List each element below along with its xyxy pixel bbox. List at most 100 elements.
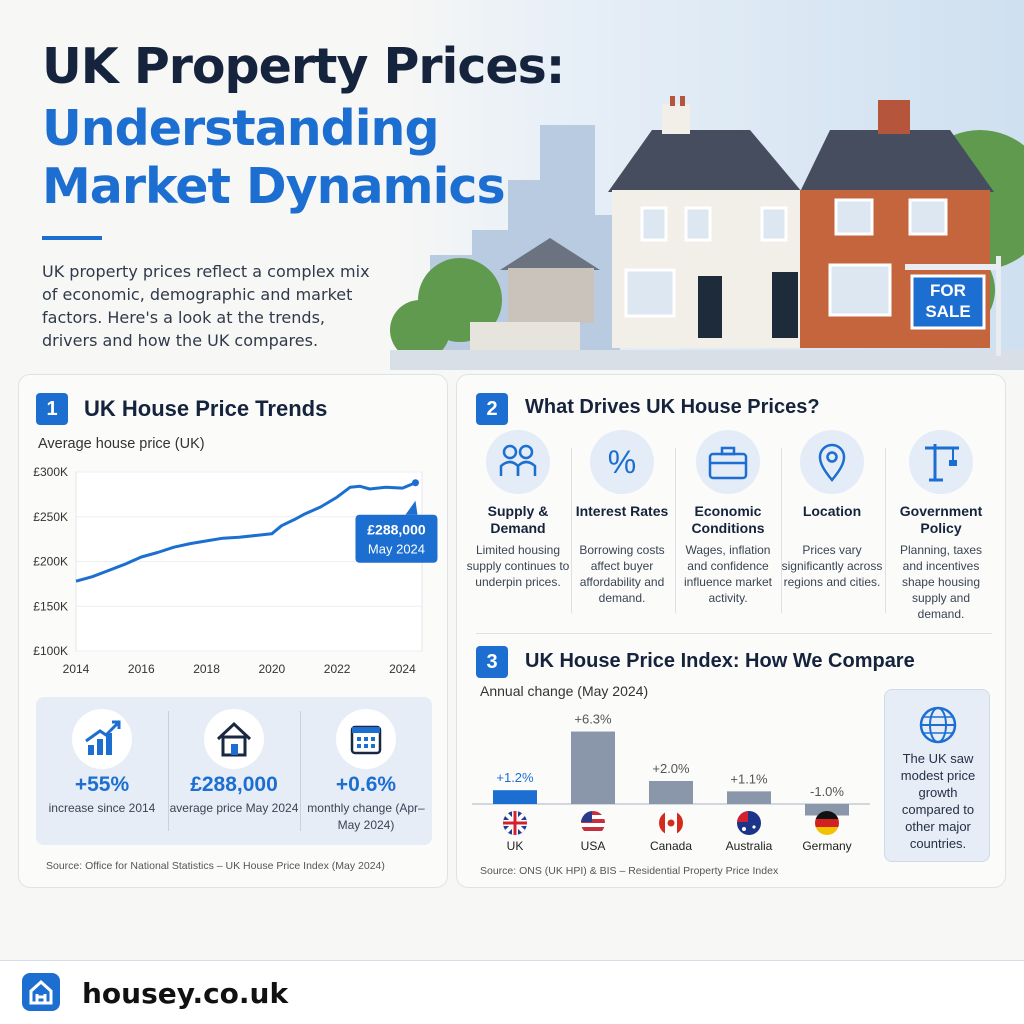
intro-text: UK property prices reflect a complex mix…: [42, 262, 370, 350]
key-stats-box: +55% increase since 2014 £288,000 averag…: [36, 697, 432, 845]
for-sale-text-2: SALE: [925, 302, 970, 321]
flag-cross: [513, 811, 517, 835]
people-icon: [486, 430, 550, 494]
crane-icon: [909, 430, 973, 494]
hpi-comparison-bar-chart: +1.2% UK +6.3% USA +2.0% Canada +1.1% Australia…: [472, 712, 870, 853]
driver-desc: Prices vary significantly across regions…: [781, 543, 883, 589]
section-title-1: UK House Price Trends: [84, 396, 328, 421]
brand-name[interactable]: housey.co.uk: [82, 977, 289, 1010]
bar-usa: [571, 731, 615, 804]
footer: housey.co.uk: [0, 960, 1024, 1024]
country-label: UK: [507, 839, 524, 853]
house-price-line-chart: £100K £150K £200K £250K £300K 2014 2016 2018 202…: [33, 465, 438, 676]
country-label: Canada: [650, 839, 692, 853]
page-title-line2: Understanding: [42, 100, 440, 157]
stat-growth-value: +55%: [74, 773, 130, 796]
driver-divider: [675, 448, 676, 613]
source-note-1: Source: Office for National Statistics –…: [46, 860, 385, 872]
driver-divider: [571, 448, 572, 613]
flag-canton: [581, 811, 592, 822]
price-callout-pointer: [405, 500, 418, 515]
page-title-highlight: Understanding Market Dynamics: [42, 100, 506, 216]
stat-monthly-change: +0.6% monthly change (Apr–May 2024): [300, 697, 432, 845]
y-tick-label: £100K: [33, 644, 68, 658]
section-number-2: 2: [476, 393, 508, 425]
driver-name: Economic Conditions: [691, 503, 765, 536]
flag-body: [737, 811, 761, 835]
globe-icon: [919, 706, 957, 744]
flag-stripe: [581, 823, 605, 827]
driver-divider: [781, 448, 782, 613]
flag-band: [815, 819, 839, 827]
x-tick-label: 2018: [193, 662, 220, 676]
price-callout-date: May 2024: [368, 542, 425, 557]
hero-banner: UK Property Prices: Understanding Market…: [0, 0, 1024, 370]
chart-label: Average house price (UK): [38, 436, 205, 452]
title-underline: [42, 236, 102, 240]
comparison-callout: The UK saw modest price growth compared …: [884, 689, 990, 862]
source-note-3: Source: ONS (UK HPI) & BIS – Residential…: [480, 865, 779, 877]
flag-australia-icon: [737, 811, 761, 835]
flag-canada-icon: [659, 811, 683, 835]
flag-body: [503, 811, 527, 835]
flag-uk-icon: [503, 811, 527, 835]
page-title-line3: Market Dynamics: [42, 158, 506, 215]
price-line: [75, 481, 417, 583]
driver-desc: Limited housing supply continues to unde…: [466, 543, 570, 589]
driver-name: Interest Rates: [575, 503, 669, 519]
bar-value-label: +6.3%: [574, 712, 612, 727]
x-tick-label: 2024: [389, 662, 416, 676]
stat-growth-label: increase since 2014: [48, 801, 156, 815]
price-callout-value: £288,000: [367, 522, 426, 538]
flag-star: [752, 825, 756, 829]
calendar-icon: [336, 709, 396, 769]
y-tick-label: £250K: [33, 510, 68, 524]
driver-desc: Planning, taxes and incentives shape hou…: [899, 543, 983, 621]
percent-icon: %: [590, 430, 654, 494]
section-divider: [476, 633, 992, 634]
flag-canton: [737, 811, 748, 822]
house-icon: [204, 709, 264, 769]
section-title-3: UK House Price Index: How We Compare: [525, 650, 915, 672]
page-title-line1: UK Property Prices:: [42, 38, 565, 95]
x-tick-label: 2022: [324, 662, 351, 676]
driver-name: Location: [802, 503, 862, 519]
y-tick-label: £200K: [33, 555, 68, 569]
flag-body: [659, 811, 683, 835]
price-callout-box: [355, 514, 438, 563]
for-sale-text-1: FOR: [930, 281, 966, 300]
flag-stripe: [581, 819, 605, 823]
country-label: USA: [581, 839, 606, 853]
y-tick-label: £150K: [33, 599, 68, 613]
briefcase-icon: [696, 430, 760, 494]
flag-band: [815, 827, 839, 835]
stat-monthly-change-value: +0.6%: [335, 773, 397, 796]
flag-usa-icon: [581, 811, 605, 835]
stat-divider: [168, 711, 169, 831]
flag-body: [815, 811, 839, 835]
section-title-2: What Drives UK House Prices?: [525, 396, 820, 418]
x-tick-label: 2014: [63, 662, 90, 676]
bar-canada: [649, 781, 693, 804]
flag-stripe: [581, 831, 605, 835]
housey-logo-icon[interactable]: [22, 973, 60, 1011]
country-label: Germany: [802, 839, 851, 853]
bar-value-label: -1.0%: [810, 784, 844, 799]
comparison-subtitle: Annual change (May 2024): [480, 683, 649, 699]
x-tick-label: 2020: [258, 662, 285, 676]
flag-stripe: [581, 815, 605, 819]
flag-star: [742, 827, 746, 831]
bar-value-label: +2.0%: [652, 761, 690, 776]
flag-band: [677, 811, 683, 835]
latest-point: [411, 479, 419, 487]
y-tick-label: £300K: [33, 465, 68, 479]
flag-stripe: [581, 811, 605, 815]
growth-chart-icon: [72, 709, 132, 769]
bar-australia: [727, 791, 771, 804]
location-pin-icon: [800, 430, 864, 494]
bar-uk: [493, 790, 537, 804]
driver-desc: Borrowing costs affect buyer affordabili…: [579, 543, 665, 605]
flag-band: [659, 811, 665, 835]
flag-band: [815, 811, 839, 819]
stat-average-price-value: £288,000: [190, 773, 278, 796]
